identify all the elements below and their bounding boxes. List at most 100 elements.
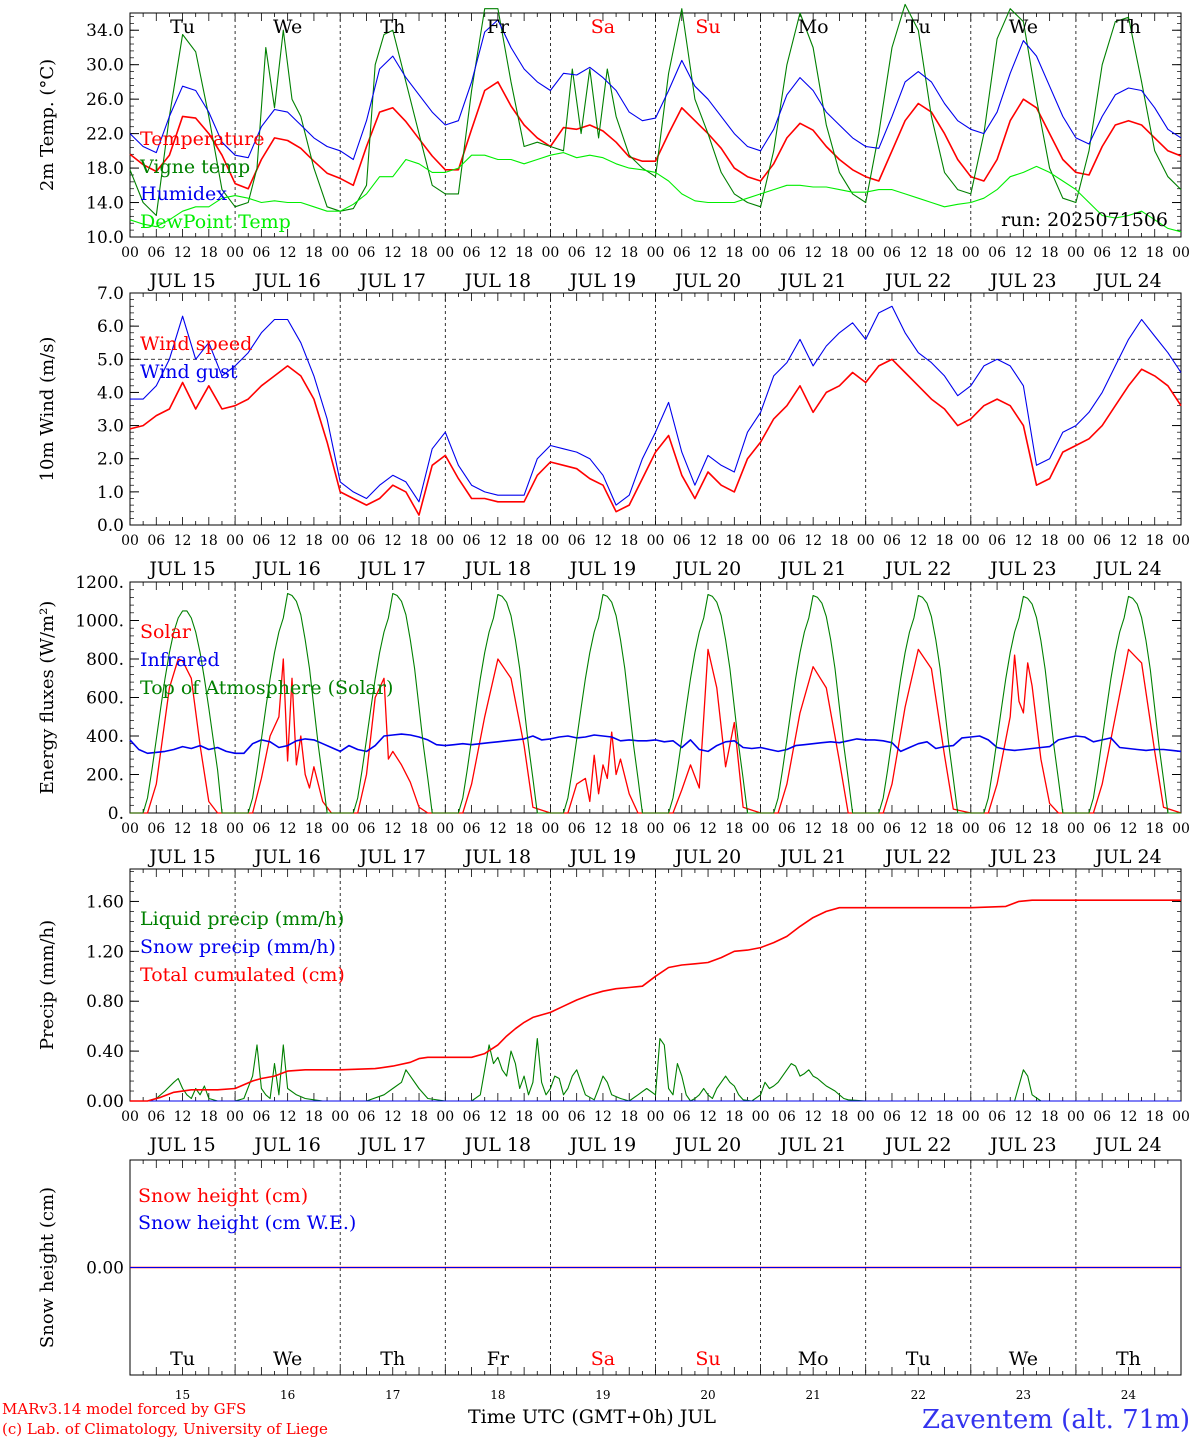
y-tick-label: 1000.: [75, 612, 124, 632]
legend-entry: DewPoint Temp: [140, 211, 291, 233]
x-hour-label: 00: [541, 1109, 559, 1125]
legend-entry: Total cumulated (cm): [140, 964, 345, 986]
x-hour-label: 18: [725, 533, 743, 549]
x-hour-label: 06: [252, 1109, 270, 1125]
x-hour-label: 00: [752, 245, 770, 261]
x-hour-label: 18: [1146, 533, 1164, 549]
credit-line-2: (c) Lab. of Climatology, University of L…: [2, 1420, 328, 1438]
x-hour-label: 00: [752, 533, 770, 549]
weekday-label-top: Tu: [170, 16, 195, 38]
x-hour-label: 12: [174, 821, 192, 837]
x-hour-label: 18: [831, 533, 849, 549]
x-hour-label: 06: [568, 821, 586, 837]
x-hour-label: 12: [384, 533, 402, 549]
x-hour-label: 18: [936, 1109, 954, 1125]
x-hour-label: 00: [1067, 821, 1085, 837]
x-hour-label: 00: [1172, 533, 1190, 549]
x-hour-label: 06: [673, 821, 691, 837]
x-date-label: JUL 23: [988, 846, 1056, 868]
x-hour-label: 00: [541, 245, 559, 261]
x-hour-label: 18: [305, 533, 323, 549]
x-hour-label: 12: [174, 1109, 192, 1125]
x-hour-label: 06: [147, 533, 165, 549]
x-hour-label: 18: [831, 245, 849, 261]
x-hour-label: 18: [515, 533, 533, 549]
x-hour-label: 00: [1067, 1109, 1085, 1125]
x-hour-label: 00: [121, 1109, 139, 1125]
x-hour-label: 18: [200, 821, 218, 837]
x-hour-label: 00: [857, 245, 875, 261]
x-hour-label: 06: [1093, 245, 1111, 261]
x-hour-label: 12: [1014, 245, 1032, 261]
x-date-label: JUL 15: [147, 1134, 215, 1156]
x-hour-label: 06: [568, 1109, 586, 1125]
x-date-label: JUL 17: [358, 558, 426, 580]
x-date-label: JUL 20: [673, 846, 741, 868]
day-number-label: 17: [385, 1388, 400, 1402]
y-tick-label: 0.00: [86, 1092, 124, 1112]
x-hour-label: 18: [1146, 1109, 1164, 1125]
x-hour-label: 00: [1067, 245, 1085, 261]
x-hour-label: 00: [647, 533, 665, 549]
x-hour-label: 00: [857, 533, 875, 549]
weekday-label-top: We: [1009, 16, 1038, 38]
x-date-label: JUL 15: [147, 846, 215, 868]
x-hour-label: 06: [358, 821, 376, 837]
series-line-temp-0: [129, 81, 1182, 190]
y-tick-label: 14.0: [86, 194, 124, 214]
y-tick-label: 200.: [86, 766, 124, 786]
y-tick-label: 1.60: [86, 892, 124, 912]
x-hour-label: 12: [909, 821, 927, 837]
x-hour-label: 12: [174, 533, 192, 549]
y-tick-label: 0.00: [86, 1259, 124, 1279]
x-hour-label: 18: [1146, 821, 1164, 837]
weekday-label-bottom: Tu: [906, 1348, 931, 1370]
x-hour-label: 12: [174, 245, 192, 261]
station-label: Zaventem (alt. 71m): [922, 1405, 1190, 1435]
x-hour-label: 18: [515, 245, 533, 261]
x-hour-label: 12: [1014, 821, 1032, 837]
x-hour-label: 12: [804, 821, 822, 837]
series-line-energy-0: [130, 648, 1182, 814]
y-tick-label: 3.0: [97, 417, 124, 437]
x-hour-label: 12: [804, 533, 822, 549]
x-date-label: JUL 18: [463, 846, 531, 868]
x-hour-label: 06: [358, 1109, 376, 1125]
x-hour-label: 12: [489, 821, 507, 837]
day-number-label: 15: [175, 1388, 190, 1402]
legend-entry: Solar: [140, 621, 192, 643]
x-date-label: JUL 21: [778, 1134, 846, 1156]
y-axis-label: 10m Wind (m/s): [37, 337, 58, 482]
x-hour-label: 12: [699, 821, 717, 837]
x-date-label: JUL 24: [1093, 846, 1161, 868]
x-hour-label: 18: [936, 245, 954, 261]
y-axis-label: Energy fluxes (W/m²): [37, 601, 58, 795]
x-date-label: JUL 18: [463, 1134, 531, 1156]
panel-temp: [129, 3, 1182, 238]
series-line-precip-0: [130, 1038, 1181, 1102]
x-hour-label: 12: [594, 821, 612, 837]
x-hour-label: 18: [200, 1109, 218, 1125]
x-date-label: JUL 21: [778, 270, 846, 292]
x-hour-label: 18: [305, 1109, 323, 1125]
y-tick-label: 4.0: [97, 383, 124, 403]
weekday-label-bottom: Mo: [798, 1348, 829, 1370]
weekday-label-top: Mo: [798, 16, 829, 38]
panel-wind: [129, 292, 1182, 526]
x-hour-label: 12: [699, 245, 717, 261]
y-tick-label: 5.0: [97, 350, 124, 370]
y-tick-label: 0.: [108, 804, 124, 824]
x-hour-label: 12: [594, 533, 612, 549]
x-date-label: JUL 16: [252, 1134, 320, 1156]
day-number-label: 23: [1016, 1388, 1031, 1402]
weekday-label-bottom: Su: [695, 1348, 720, 1370]
x-hour-label: 12: [699, 533, 717, 549]
x-hour-label: 18: [200, 533, 218, 549]
x-hour-label: 12: [804, 1109, 822, 1125]
day-number-label: 21: [806, 1388, 821, 1402]
x-date-label: JUL 19: [568, 1134, 636, 1156]
weekday-label-top: Su: [695, 16, 720, 38]
y-tick-label: 7.0: [97, 284, 124, 304]
x-date-label: JUL 19: [568, 846, 636, 868]
